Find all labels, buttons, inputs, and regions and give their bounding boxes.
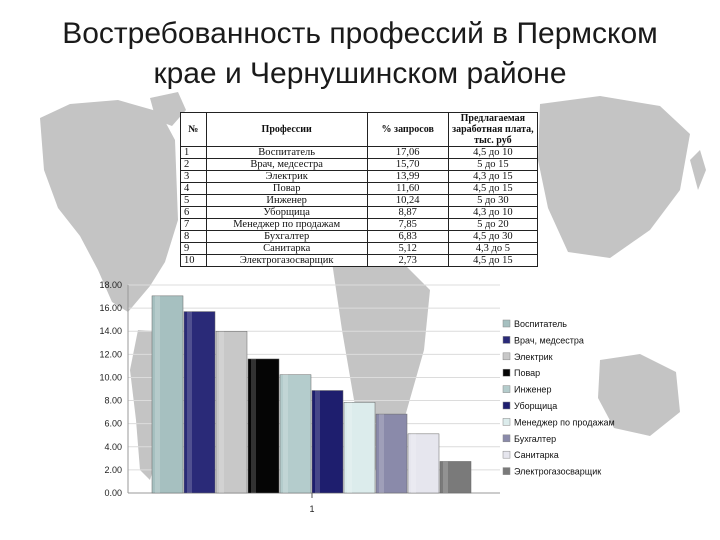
legend-swatch: [502, 368, 511, 377]
table-cell-profession: Электрогазосварщик: [205, 254, 368, 267]
map-africa: [332, 256, 430, 470]
bar-9: [407, 433, 440, 494]
legend-swatch: [502, 418, 511, 426]
y-tick-label: 16.00: [99, 303, 122, 313]
chart-bars: [151, 295, 472, 494]
bar-10: [439, 461, 472, 494]
y-tick-label: 18.00: [99, 280, 122, 290]
bar-3: [215, 331, 248, 494]
legend-swatch: [502, 434, 511, 443]
legend-swatch: [502, 336, 511, 344]
y-tick-label: 2.00: [104, 465, 122, 475]
map-australia: [598, 354, 680, 436]
x-tick-label: 1: [309, 504, 314, 514]
slide-title-line2: крае и Чернушинском районе: [153, 57, 567, 90]
bar-highlight: [155, 295, 160, 493]
y-tick-label: 6.00: [104, 419, 122, 429]
legend-label: Уборщица: [514, 401, 557, 411]
legend-label: Повар: [514, 368, 540, 378]
table-row: 3 Электрик 13,99 4,3 до 15: [180, 170, 539, 183]
bar-4: [247, 358, 280, 494]
bar-8: [375, 413, 408, 494]
legend-swatch: [502, 401, 511, 410]
slide-title-line1: Востребованность профессий в Пермском: [62, 17, 658, 50]
chart-legend: Воспитатель Врач, медсестра Электрик Повар И…: [502, 319, 615, 477]
table-cell-salary: 4,5 до 15: [447, 254, 539, 267]
table-cell-requests: 2,73: [366, 254, 449, 267]
legend-swatch: [502, 319, 511, 328]
bar-5: [279, 374, 312, 494]
legend-swatch: [502, 450, 511, 459]
legend-label: Санитарка: [514, 450, 559, 460]
table-header-salary: Предлагаемая заработная плата, тыс. руб: [447, 112, 539, 147]
bar-2: [183, 311, 216, 494]
table-row: 9 Санитарка 5,12 4,3 до 5: [180, 242, 539, 255]
y-tick-label: 14.00: [99, 326, 122, 336]
bar-6: [311, 390, 344, 494]
legend-swatch: [502, 467, 511, 475]
table-header-row: № Профессии % запросов Предлагаемая зара…: [180, 112, 539, 147]
bar-highlight: [411, 433, 416, 493]
y-tick-label: 0.00: [104, 488, 122, 498]
legend-label: Бухгалтер: [514, 434, 556, 444]
bar-7: [343, 402, 376, 494]
bar-highlight: [251, 358, 256, 493]
slide-title: Востребованность профессий в Пермском кр…: [0, 14, 720, 94]
bar-highlight: [379, 414, 384, 493]
map-asia: [538, 96, 690, 258]
bar-highlight: [283, 374, 288, 493]
bar-highlight: [315, 390, 320, 493]
legend-label: Воспитатель: [514, 319, 567, 329]
professions-table: № Профессии % запросов Предлагаемая зара…: [180, 112, 539, 267]
table-row: 7 Менеджер по продажам 7,85 5 до 20: [180, 218, 539, 231]
bar-1: [151, 295, 184, 494]
y-tick-label: 4.00: [104, 442, 122, 452]
bar-highlight: [219, 331, 224, 493]
map-north-america: [40, 100, 178, 312]
table-row: 10 Электрогазосварщик 2,73 4,5 до 15: [180, 254, 539, 267]
bar-highlight: [187, 311, 192, 493]
bar-highlight: [347, 402, 352, 493]
y-tick-labels: 0.00 2.00 4.00 6.00 8.00 10.00 12.00 14.00 16.00…: [99, 280, 122, 498]
y-tick-label: 8.00: [104, 396, 122, 406]
bar-highlight: [443, 461, 448, 493]
legend-label: Врач, медсестра: [514, 335, 584, 345]
y-tick-label: 10.00: [99, 372, 122, 382]
legend-swatch: [502, 352, 511, 361]
legend-label: Менеджер по продажам: [514, 417, 615, 427]
legend-label: Элeктрогазосварщик: [514, 467, 601, 477]
legend-label: Электрик: [514, 352, 553, 362]
map-greenland: [150, 92, 186, 126]
legend-label: Инженер: [514, 385, 551, 395]
legend-swatch: [502, 385, 511, 393]
map-japan: [690, 150, 706, 190]
y-tick-label: 12.00: [99, 349, 122, 359]
